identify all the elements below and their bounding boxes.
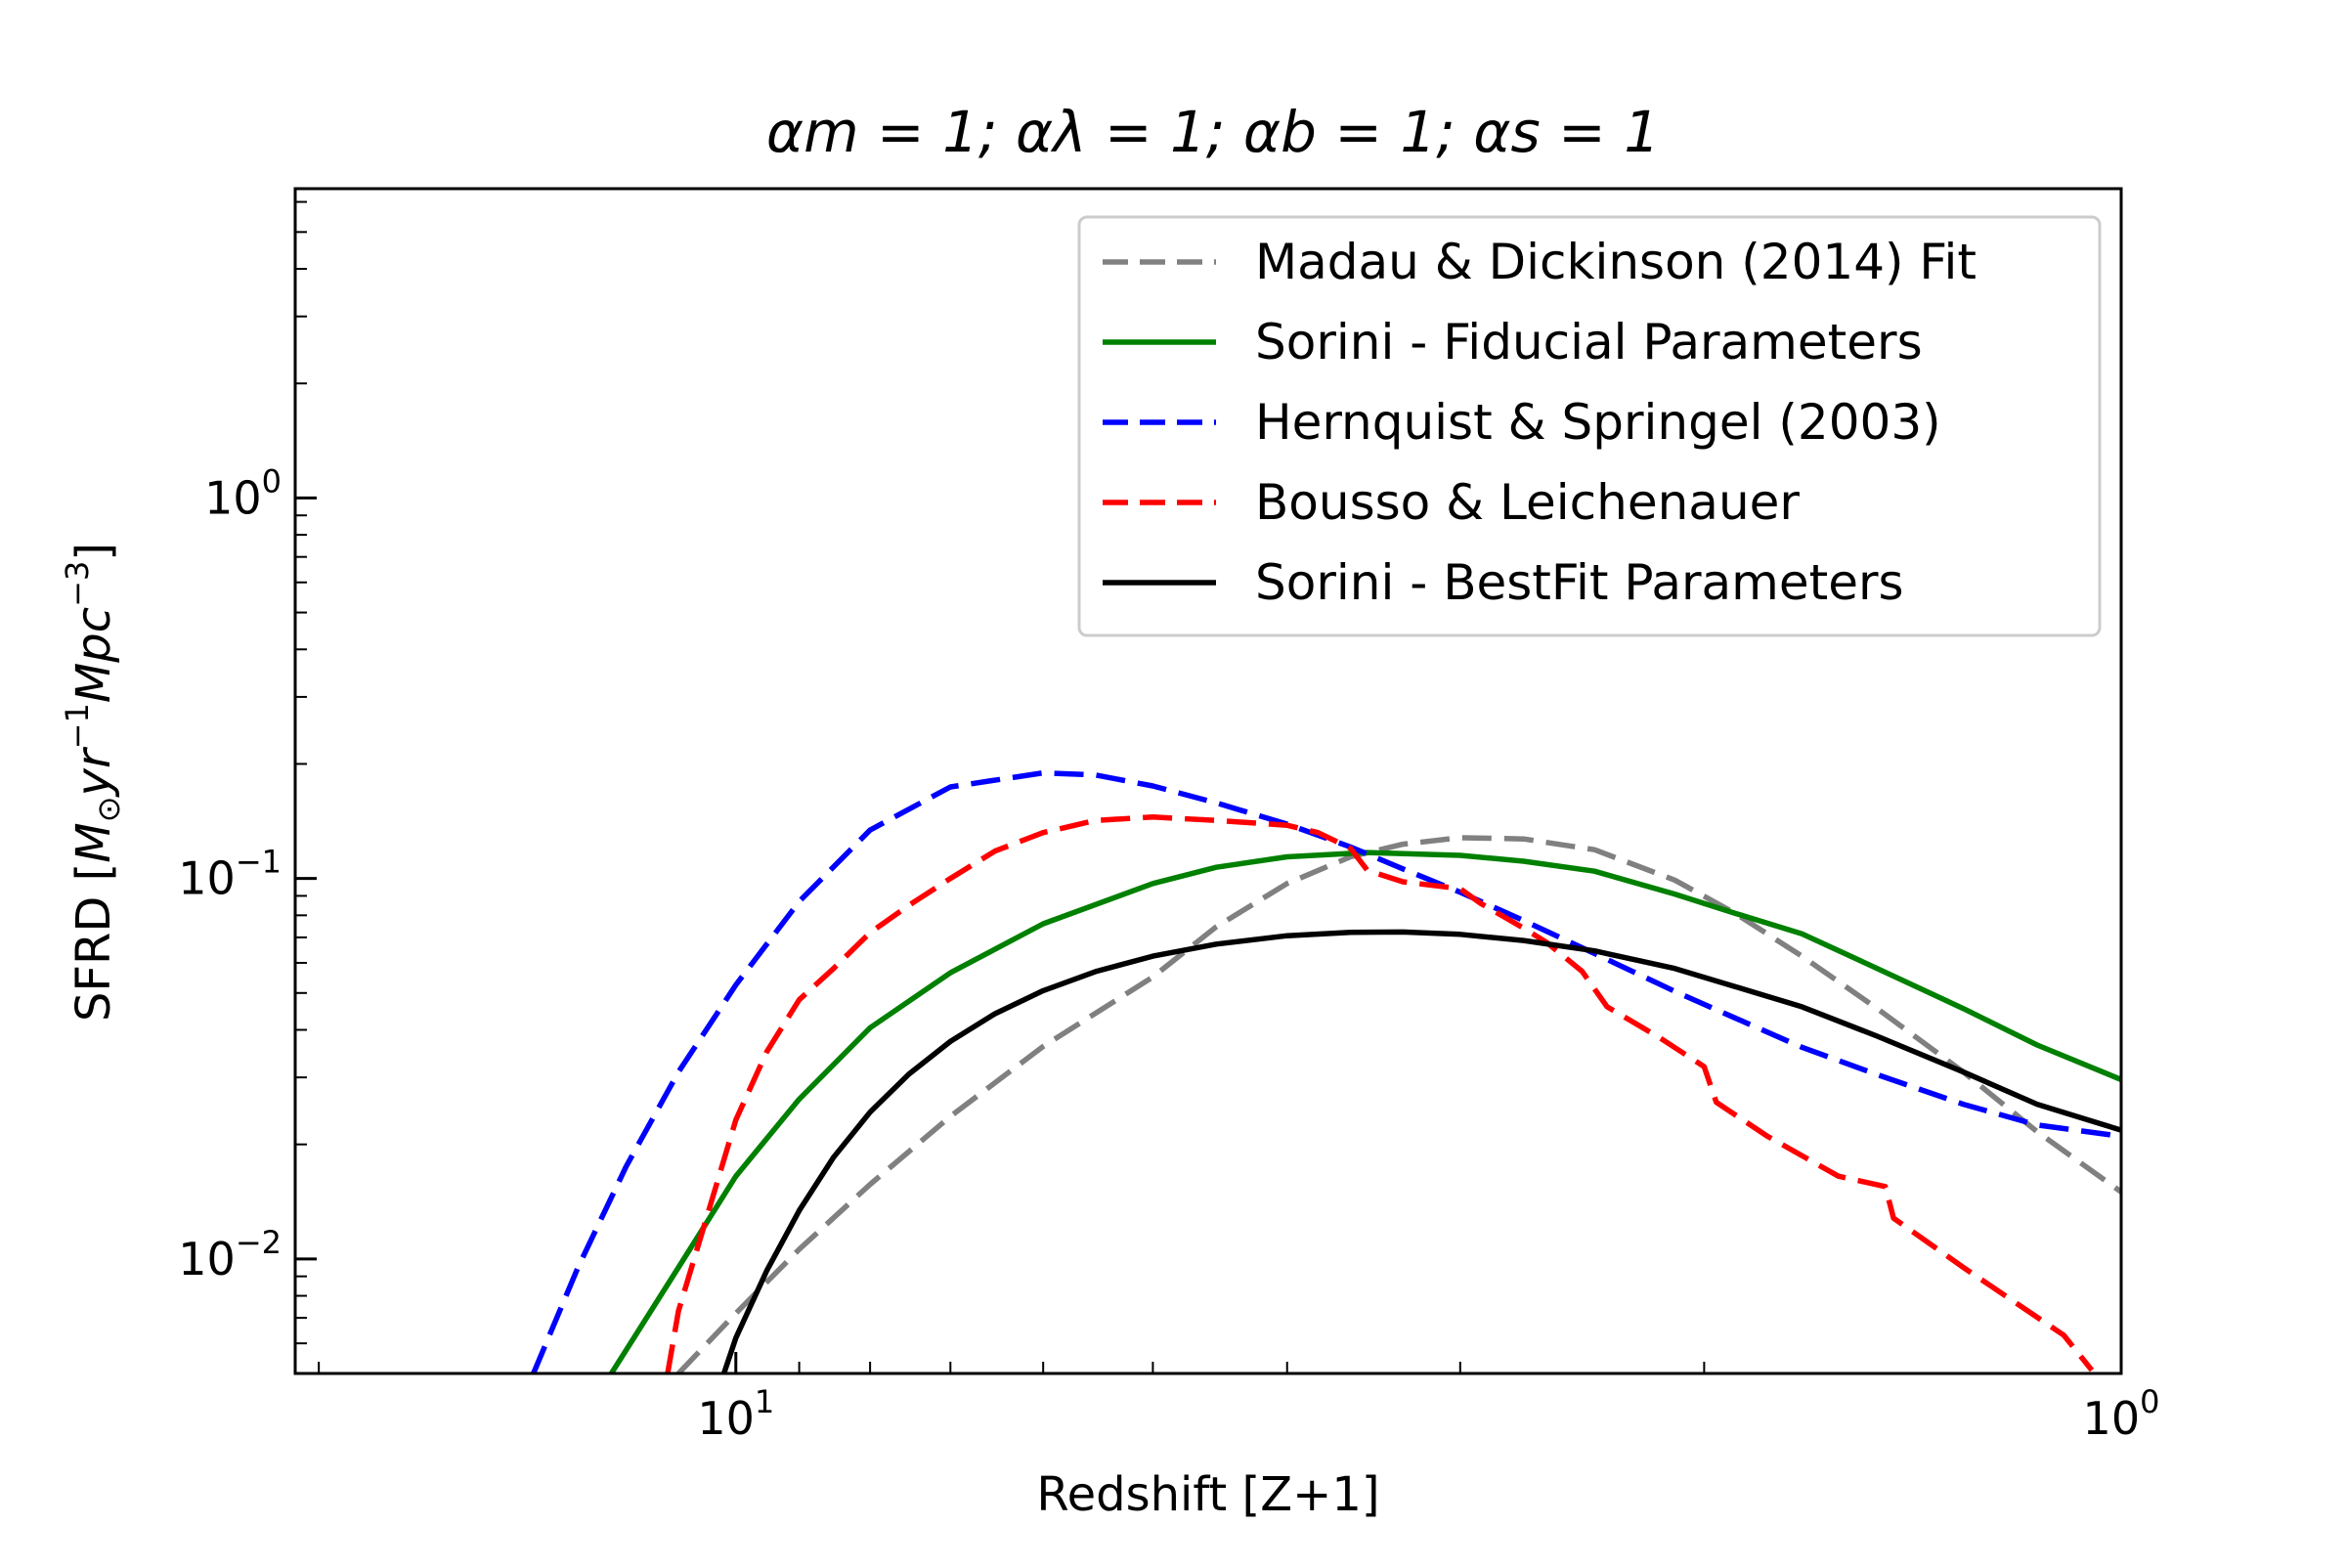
y-tick-label: 100 xyxy=(204,462,282,524)
x-axis-label: Redshift [Z+1] xyxy=(1036,1467,1379,1522)
series-line-3 xyxy=(665,814,2095,1373)
legend-label: Bousso & Leichenauer xyxy=(1255,474,1800,531)
series-line-2 xyxy=(531,769,2121,1373)
series-line-4 xyxy=(720,929,2121,1373)
legend-box xyxy=(1077,215,2102,637)
legend-label: Sorini - BestFit Parameters xyxy=(1255,554,1904,611)
legend-label: Hernquist & Springel (2003) xyxy=(1255,394,1941,451)
legend-label: Sorini - Fiducial Parameters xyxy=(1255,314,1923,370)
ticks-layer: 101 100 100 10−1 10−2 xyxy=(178,200,2160,1445)
series-line-1 xyxy=(609,849,2121,1373)
x-tick-label: 100 xyxy=(2083,1383,2160,1445)
series-layer xyxy=(531,769,2121,1373)
y-axis-label: SFRD [M⊙yr−1Mpc−3] xyxy=(59,543,127,1022)
legend-label: Madau & Dickinson (2014) Fit xyxy=(1255,234,1977,290)
x-tick-label: 101 xyxy=(697,1383,774,1445)
series-line-0 xyxy=(676,835,2121,1373)
y-axis-label-prefix: SFRD [ xyxy=(66,863,121,1022)
plot-frame xyxy=(293,187,2123,1375)
chart-title: αm = 1; αλ = 1; αb = 1; αs = 1 xyxy=(766,99,1660,165)
legend: Madau & Dickinson (2014) Fit Sorini - Fid… xyxy=(1077,215,2102,637)
y-tick-label: 10−1 xyxy=(178,844,282,905)
y-tick-label: 10−2 xyxy=(178,1224,282,1285)
